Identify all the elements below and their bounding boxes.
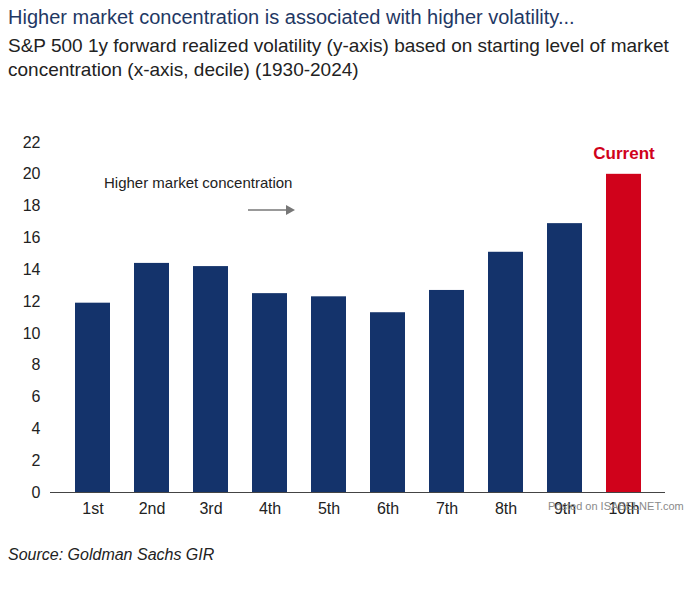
svg-text:6: 6 — [32, 388, 41, 405]
svg-text:5th: 5th — [318, 500, 340, 517]
svg-text:20: 20 — [23, 165, 41, 182]
svg-text:18: 18 — [23, 197, 41, 214]
svg-text:2nd: 2nd — [139, 500, 166, 517]
html-text:Source: Goldman Sachs GIR: Source: Goldman Sachs GIR — [8, 546, 215, 563]
svg-text:0: 0 — [32, 484, 41, 501]
html-text:Higher market concentration: Higher market concentration — [104, 174, 293, 191]
svg-text:3rd: 3rd — [199, 500, 222, 517]
svg-text:8: 8 — [32, 356, 41, 373]
svg-text:14: 14 — [23, 261, 41, 278]
svg-text:2: 2 — [32, 452, 41, 469]
svg-text:22: 22 — [23, 134, 41, 151]
svg-text:6th: 6th — [377, 500, 399, 517]
html-text:Posted on ISABELNET.com: Posted on ISABELNET.com — [548, 500, 684, 512]
svg-text:16: 16 — [23, 229, 41, 246]
svg-text:Current: Current — [593, 144, 655, 163]
svg-text:1st: 1st — [82, 500, 104, 517]
svg-text:8th: 8th — [495, 500, 517, 517]
svg-text:4: 4 — [32, 420, 41, 437]
svg-text:7th: 7th — [436, 500, 458, 517]
html-text:S&P 500 1y forward realized vo: S&P 500 1y forward realized volatility (… — [8, 35, 669, 80]
svg-text:4th: 4th — [259, 500, 281, 517]
svg-text:12: 12 — [23, 293, 41, 310]
svg-text:10: 10 — [23, 325, 41, 342]
html-text:Higher market concentration is: Higher market concentration is associate… — [8, 6, 575, 28]
